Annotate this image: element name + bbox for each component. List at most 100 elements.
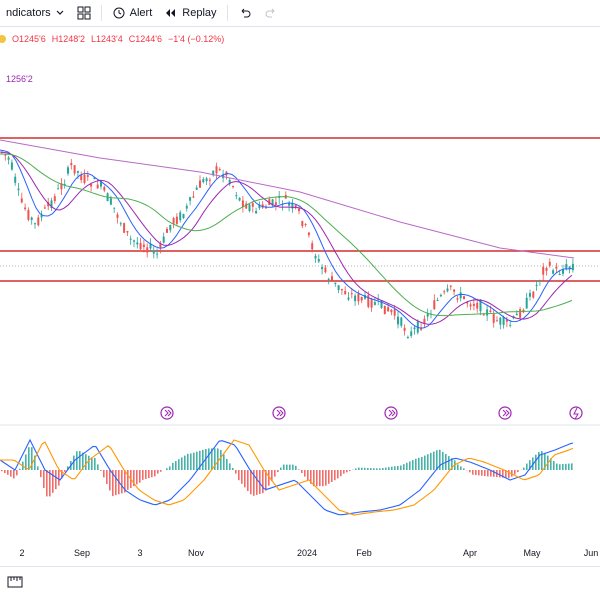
candle-body [414,327,416,329]
macd-histogram-bar [181,457,183,470]
candle-body [219,169,221,170]
macd-histogram-bar [373,468,375,470]
candle-body [404,328,406,331]
candle-body [331,276,333,280]
candle-body [34,223,36,224]
candle-body [318,259,320,262]
macd-histogram-bar [238,470,240,480]
macd-histogram-bar [247,470,249,491]
macd-histogram-bar [301,470,303,473]
candle-body [374,302,376,305]
macd-histogram-bar [139,470,141,483]
candle-body [394,309,396,315]
candle-body [120,223,122,224]
macd-histogram-bar [358,468,360,470]
macd-histogram-bar [160,470,162,472]
candle-body [27,210,29,220]
candle-body [110,198,112,204]
candle-body [153,250,155,253]
macd-histogram-bar [385,468,387,470]
macd-histogram-bar [340,470,342,476]
candle-body [173,218,175,224]
lightning-bolt [574,408,578,419]
candle-body [308,233,310,236]
macd-histogram-bar [91,457,93,470]
time-axis-label: May [523,548,541,558]
candle-body [117,214,119,217]
candle-body [516,314,518,316]
macd-line [0,440,573,515]
candle-body [371,299,373,307]
candle-body [235,195,237,196]
macd-histogram-bar [94,458,96,470]
macd-histogram-bar [346,470,348,472]
macd-histogram-bar [364,468,366,470]
macd-histogram-bar [319,470,321,486]
macd-histogram-bar [88,456,90,470]
candle-body [476,303,478,309]
candle-body [549,262,551,266]
macd-histogram-bar [487,470,489,476]
candle-body [338,285,340,290]
candle-body [252,203,254,207]
macd-histogram-bar [424,456,426,470]
macd-histogram-bar [415,459,417,470]
macd-histogram-bar [103,470,105,477]
candle-body [486,309,488,315]
macd-histogram-bar [289,465,291,470]
candle-body [450,286,452,287]
time-axis-label: 2024 [297,548,317,558]
candle-body [80,175,82,180]
macd-histogram-bar [223,454,225,470]
event-arrow [277,410,283,416]
macd-histogram-bar [217,448,219,470]
macd-histogram-bar [376,468,378,470]
macd-histogram-bar [106,470,108,484]
macd-histogram-bar [55,470,57,489]
macd-histogram-bar [142,470,144,480]
candle-body [232,186,234,187]
ruler-icon[interactable] [6,573,24,591]
macd-histogram-bar [154,470,156,476]
macd-histogram-bar [478,470,480,475]
macd-histogram-bar [526,464,528,470]
macd-histogram-bar [472,470,474,475]
macd-histogram-bar [517,470,519,472]
macd-histogram-bar [571,463,573,470]
candle-body [351,293,353,294]
candle-body [456,298,458,299]
macd-histogram-bar [292,465,294,470]
candle-body [31,217,33,220]
candle-body [315,256,317,259]
macd-histogram-bar [52,470,54,493]
macd-histogram-bar [304,470,306,477]
macd-histogram-bar [349,470,351,471]
macd-histogram-bar [337,470,339,478]
macd-histogram-bar [235,470,237,474]
macd-histogram-bar [202,450,204,470]
macd-histogram-bar [334,470,336,480]
macd-histogram-bar [397,466,399,470]
macd-histogram-bar [37,466,39,470]
candle-body [74,165,76,173]
candle-body [546,268,548,271]
macd-histogram-bar [394,466,396,470]
macd-histogram-bar [241,470,243,484]
macd-histogram-bar [16,470,18,475]
macd-histogram-bar [481,470,483,476]
candle-body [562,270,564,274]
candle-body [57,188,59,189]
candle-body [202,179,204,182]
macd-histogram-bar [436,450,438,470]
time-axis-label: Jun [584,548,599,558]
candle-body [453,290,455,292]
macd-histogram-bar [196,452,198,470]
candle-body [179,212,181,220]
candle-body [24,208,26,210]
candle-body [97,185,99,189]
macd-pane [0,440,573,515]
candle-body [156,254,158,255]
candle-body [311,243,313,249]
candle-body [70,163,72,165]
